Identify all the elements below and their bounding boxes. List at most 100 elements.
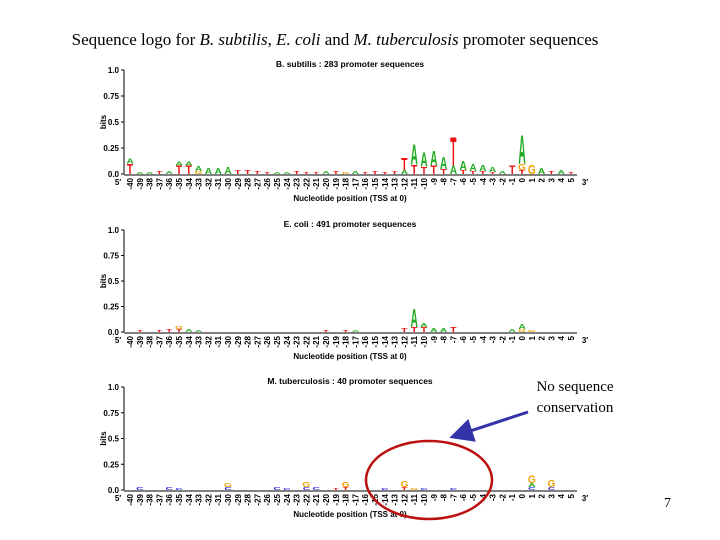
logo-letter: A xyxy=(411,305,418,334)
logo-letter: A xyxy=(430,146,437,170)
x-tick-label: -36 xyxy=(165,335,174,347)
x-tick-label: -21 xyxy=(312,493,321,505)
logo-letter: C xyxy=(450,487,458,490)
y-tick-label: 0.0 xyxy=(108,486,120,495)
x-tick-label: -33 xyxy=(195,493,204,505)
logo-letter: T xyxy=(186,164,193,177)
x-tick-label: -23 xyxy=(293,177,302,189)
x-tick-label: -3 xyxy=(489,335,498,343)
title-suffix: promoter sequences xyxy=(458,30,599,49)
logo-letter: A xyxy=(185,160,192,167)
x-tick-label: -2 xyxy=(498,493,507,501)
y-tick-label: 1.0 xyxy=(108,383,120,392)
y-tick-label: 0.5 xyxy=(108,277,120,286)
x-tick-label: -3 xyxy=(489,177,498,185)
x-tick-label: -38 xyxy=(146,335,155,347)
logo-letter: G xyxy=(400,479,408,489)
title-prefix: Sequence logo for xyxy=(71,30,200,49)
logo-letter: T xyxy=(244,168,250,175)
x-tick-label: -8 xyxy=(440,335,449,343)
y-axis-label: bits xyxy=(99,431,108,446)
x-tick-label: -20 xyxy=(322,177,331,189)
logo-letter: T xyxy=(440,167,447,175)
logo-letter: A xyxy=(450,164,457,177)
logo-letter: A xyxy=(136,171,144,174)
logo-letter: G xyxy=(302,480,310,488)
logo-letter: C xyxy=(273,486,281,491)
x-tick-label: -37 xyxy=(155,177,164,189)
x-tick-label: -16 xyxy=(361,493,370,505)
y-tick-label: 0.25 xyxy=(103,460,119,469)
title-organism-1: B. subtilis xyxy=(199,30,268,49)
x-tick-label: -22 xyxy=(302,335,311,347)
arrow-icon xyxy=(449,410,529,442)
logo-letter: T xyxy=(489,171,496,174)
x-tick-label: -14 xyxy=(381,177,390,189)
logo-letter: T xyxy=(264,171,271,174)
logo-letter: A xyxy=(499,170,507,175)
logo-letter: C xyxy=(283,487,291,490)
y-tick-label: 0.5 xyxy=(108,435,120,444)
x-tick-label: -21 xyxy=(312,335,321,347)
logo-letter: G xyxy=(518,163,526,173)
logo-letter: A xyxy=(430,327,437,333)
x-tick-label: 4 xyxy=(557,493,566,498)
logo-letter: T xyxy=(333,487,340,490)
x-tick-label: -19 xyxy=(332,177,341,189)
x-tick-label: -11 xyxy=(410,177,419,189)
x-tick-label: -14 xyxy=(381,335,390,347)
y-tick-label: 0.0 xyxy=(108,328,120,337)
logo-letter: A xyxy=(558,168,565,175)
x-tick-label: -17 xyxy=(351,493,360,505)
x-tick-label: -15 xyxy=(371,335,380,347)
x-tick-label: -10 xyxy=(420,177,429,189)
x-tick-label: -25 xyxy=(273,335,282,347)
logo-letter: A xyxy=(420,150,428,171)
x-tick-label: -35 xyxy=(175,335,184,347)
three-prime-label: 3′ xyxy=(582,494,588,503)
x-tick-label: -13 xyxy=(391,493,400,505)
y-axis-label: bits xyxy=(99,114,108,129)
x-tick-label: -22 xyxy=(302,177,311,189)
x-tick-label: -27 xyxy=(253,177,262,189)
logo-letter: T xyxy=(382,171,389,174)
y-tick-label: 0.75 xyxy=(103,409,119,418)
logo-letter: C xyxy=(175,487,183,490)
x-tick-label: -1 xyxy=(508,335,517,343)
logo-letter: T xyxy=(480,170,487,175)
page-number: 7 xyxy=(664,496,671,511)
logo-letter: A xyxy=(146,171,154,174)
x-tick-label: -26 xyxy=(263,335,272,347)
x-tick-label: -16 xyxy=(361,177,370,189)
logo-letter: C xyxy=(224,486,232,491)
x-tick-label: -10 xyxy=(420,493,429,505)
x-tick-label: -30 xyxy=(224,177,233,189)
x-tick-label: -38 xyxy=(146,177,155,189)
x-tick-label: -23 xyxy=(293,335,302,347)
logo-letter: T xyxy=(411,326,418,334)
x-tick-label: 4 xyxy=(557,177,566,182)
x-tick-label: -23 xyxy=(293,493,302,505)
logo-letter: A xyxy=(460,159,468,173)
x-tick-label: -8 xyxy=(440,493,449,501)
logo-letter: T xyxy=(303,171,310,174)
x-tick-label: -4 xyxy=(479,493,488,501)
x-tick-label: -34 xyxy=(185,493,194,505)
logo-letter: A xyxy=(538,167,546,177)
x-tick-label: -17 xyxy=(351,177,360,189)
x-tick-label: -40 xyxy=(126,335,135,347)
x-tick-label: -35 xyxy=(175,177,184,189)
logo-letter: T xyxy=(401,486,408,491)
logo-letter: C xyxy=(136,486,144,491)
x-tick-label: 3 xyxy=(547,335,556,340)
x-tick-label: -25 xyxy=(273,177,282,189)
five-prime-label: 5′ xyxy=(115,178,121,187)
x-tick-label: -36 xyxy=(165,493,174,505)
x-tick-label: -9 xyxy=(430,493,439,501)
logo-letter: A xyxy=(352,170,360,175)
logo-letter: A xyxy=(489,165,497,173)
x-tick-label: -13 xyxy=(391,177,400,189)
x-tick-label: 0 xyxy=(518,493,527,498)
panel-title: B. subtilis : 283 promoter sequences xyxy=(276,59,425,69)
